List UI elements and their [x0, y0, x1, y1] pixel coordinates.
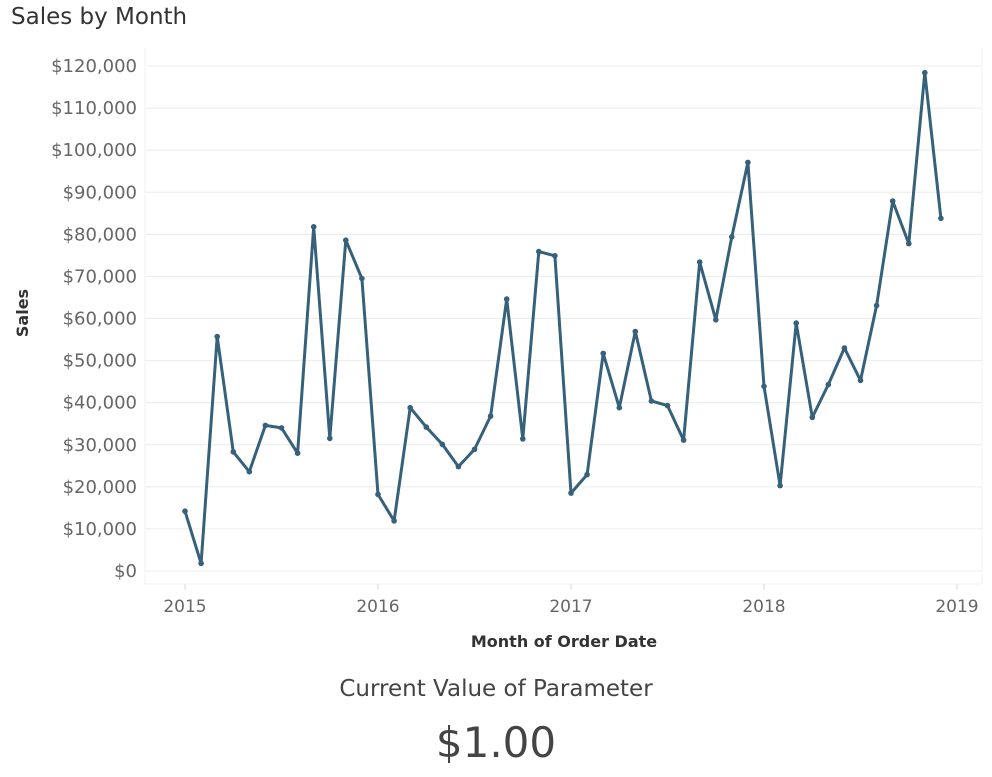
data-point[interactable]	[423, 424, 430, 430]
data-point[interactable]	[938, 215, 944, 222]
data-point[interactable]	[262, 422, 269, 429]
data-point[interactable]	[343, 237, 349, 243]
data-point[interactable]	[664, 402, 671, 409]
data-point[interactable]	[873, 302, 880, 309]
data-point[interactable]	[278, 425, 285, 431]
data-point[interactable]	[375, 491, 381, 498]
data-point[interactable]	[809, 414, 816, 421]
data-point[interactable]	[616, 404, 623, 411]
data-point[interactable]	[407, 404, 414, 411]
y-tick-label: $80,000	[63, 224, 137, 245]
x-axis-ticks: 2015 2016 2017 2018 2019	[163, 584, 979, 617]
data-point[interactable]	[584, 471, 590, 478]
data-point[interactable]	[536, 248, 542, 255]
data-point[interactable]	[327, 435, 333, 442]
chart-title: Sales by Month	[11, 4, 188, 30]
data-point[interactable]	[745, 159, 751, 166]
data-point[interactable]	[487, 413, 494, 419]
y-tick-label: $90,000	[63, 182, 137, 203]
data-point[interactable]	[391, 518, 397, 524]
data-point[interactable]	[777, 482, 783, 489]
data-point[interactable]	[680, 437, 687, 443]
sales-points	[182, 69, 944, 567]
y-tick-label: $30,000	[63, 435, 137, 456]
y-axis-title: Sales	[13, 289, 32, 337]
data-point[interactable]	[841, 345, 848, 351]
sales-series-line	[183, 71, 943, 565]
data-point[interactable]	[455, 463, 462, 470]
y-tick-label: $70,000	[63, 266, 137, 287]
data-point[interactable]	[310, 224, 317, 230]
gridlines	[144, 48, 983, 585]
x-tick-label: 2016	[356, 597, 399, 617]
data-point[interactable]	[471, 446, 478, 453]
data-point[interactable]	[793, 320, 799, 326]
data-point[interactable]	[230, 449, 237, 455]
data-point[interactable]	[729, 234, 735, 240]
data-point[interactable]	[294, 450, 301, 457]
data-point[interactable]	[922, 69, 928, 76]
x-tick-label: 2017	[549, 597, 592, 617]
data-point[interactable]	[503, 296, 510, 302]
data-point[interactable]	[568, 490, 574, 496]
y-tick-label: $40,000	[63, 393, 137, 414]
data-point[interactable]	[214, 333, 220, 340]
data-point[interactable]	[552, 253, 558, 259]
data-point[interactable]	[439, 441, 446, 448]
y-tick-label: $60,000	[63, 309, 137, 330]
y-tick-label: $120,000	[51, 56, 137, 77]
data-point[interactable]	[696, 259, 703, 265]
y-tick-label: $50,000	[63, 351, 137, 372]
x-tick-label: 2018	[742, 597, 785, 617]
data-point[interactable]	[761, 383, 767, 390]
parameter-label: Current Value of Parameter	[339, 676, 653, 702]
y-tick-label: $0	[114, 561, 137, 582]
y-tick-label: $20,000	[63, 477, 137, 498]
data-point[interactable]	[825, 381, 832, 388]
data-point[interactable]	[906, 240, 912, 247]
y-axis-ticks: $0 $10,000 $20,000 $30,000 $40,000 $50,000 $60…	[51, 56, 137, 582]
data-point[interactable]	[182, 508, 188, 514]
parameter-value: $1.00	[435, 718, 557, 767]
data-point[interactable]	[600, 350, 606, 357]
data-point[interactable]	[198, 560, 204, 567]
data-point[interactable]	[359, 275, 365, 282]
data-point[interactable]	[857, 377, 864, 384]
y-tick-label: $100,000	[51, 140, 137, 161]
data-point[interactable]	[889, 198, 896, 204]
x-tick-label: 2019	[935, 597, 978, 617]
data-point[interactable]	[632, 328, 639, 335]
data-point[interactable]	[648, 398, 655, 404]
data-point[interactable]	[246, 468, 253, 475]
sales-line-chart: $0 $10,000 $20,000 $30,000 $40,000 $50,000 $60…	[13, 48, 983, 651]
x-tick-label: 2015	[163, 597, 206, 617]
data-point[interactable]	[713, 317, 719, 323]
x-axis-title: Month of Order Date	[471, 632, 657, 651]
data-point[interactable]	[520, 436, 526, 442]
y-tick-label: $110,000	[51, 98, 137, 119]
y-tick-label: $10,000	[63, 519, 137, 540]
